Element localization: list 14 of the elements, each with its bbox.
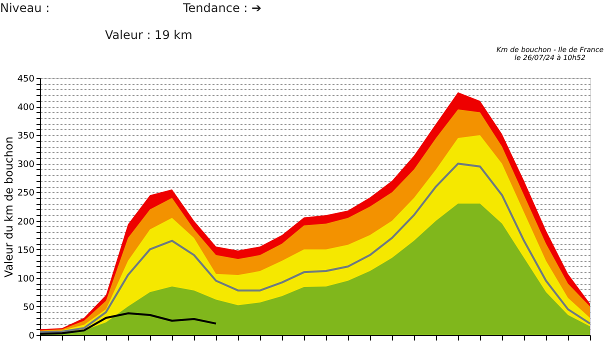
y-tick-label: 400 — [17, 103, 35, 114]
y-tick-label: 350 — [17, 132, 35, 142]
text: Tendance : ➔ — [182, 1, 262, 15]
y-tick-label: 50 — [23, 302, 35, 313]
y-tick-label: 250 — [17, 188, 35, 199]
y-tick-label: 150 — [17, 246, 35, 256]
text: Niveau : — [0, 1, 50, 15]
y-tick-label: 450 — [17, 74, 35, 84]
text: Valeur : 19 km — [105, 28, 192, 42]
y-axis-title: Valeur du km de bouchon — [2, 136, 16, 278]
y-tick-label: 100 — [17, 274, 35, 284]
y-tick-label: 200 — [17, 217, 35, 228]
y-tick-label: 0 — [28, 332, 35, 341]
y-tick-label: 300 — [17, 160, 35, 170]
